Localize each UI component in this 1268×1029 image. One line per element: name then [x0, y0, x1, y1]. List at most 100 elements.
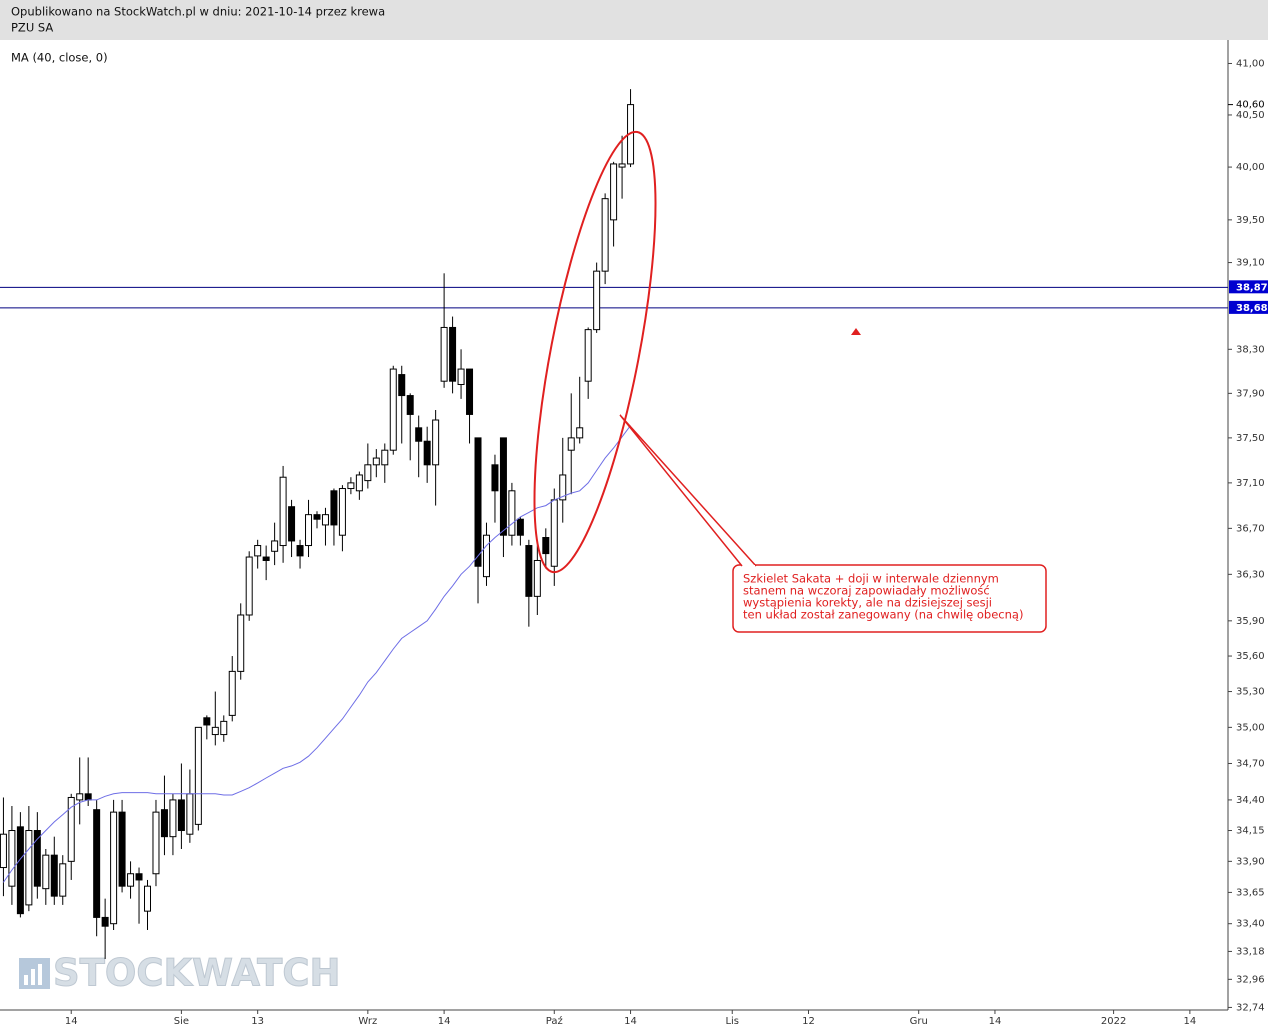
y-tick-label: 39,10	[1236, 258, 1265, 269]
candle-body	[8, 830, 16, 887]
candle-body	[33, 830, 41, 887]
annotation-line: wystąpienia korekty, ale na dzisiejszej …	[743, 596, 992, 610]
watermark-icon-bar	[24, 975, 28, 985]
y-tick-label: 36,70	[1236, 523, 1265, 534]
y-tick-label: 34,40	[1236, 795, 1265, 806]
y-tick-label: 37,10	[1236, 478, 1265, 489]
candle-body	[305, 514, 313, 547]
candle-body	[338, 488, 346, 536]
annotation-line: Szkielet Sakata + doji w interwale dzien…	[743, 572, 999, 586]
candle-body	[160, 809, 168, 838]
candle-body	[288, 506, 296, 542]
level-label: 38,68	[1236, 303, 1268, 314]
candle-body	[355, 474, 363, 492]
candle-body	[482, 534, 490, 578]
y-tick-label: 34,15	[1236, 826, 1265, 837]
candle-body	[347, 482, 355, 490]
watermark-text: STOCKWATCH	[53, 952, 340, 995]
candle-body	[93, 809, 101, 918]
x-tick-label: Paź	[546, 1015, 563, 1027]
candle-body	[67, 796, 75, 862]
candle-body	[415, 427, 423, 442]
candle-body	[466, 368, 474, 415]
annotation-line: ten układ został zanegowany (na chwilę o…	[743, 608, 1023, 622]
candle-body	[584, 329, 592, 382]
candle-body	[313, 514, 321, 520]
y-tick-label: 41,00	[1236, 58, 1265, 69]
candle-body	[59, 863, 67, 897]
candle-body	[550, 499, 558, 567]
marker-triangle	[851, 328, 861, 335]
level-label: 38,87	[1236, 282, 1268, 293]
candle-body	[457, 368, 465, 386]
header-bar	[0, 0, 1268, 40]
annotation-text: Szkielet Sakata + doji w interwale dzien…	[743, 572, 1023, 622]
candle-body	[262, 556, 270, 561]
y-tick-label: 37,90	[1236, 388, 1265, 399]
y-tick-label: 40,50	[1236, 110, 1265, 121]
candle-body	[491, 464, 499, 492]
candle-body	[50, 854, 58, 897]
candle-body	[525, 545, 533, 597]
instrument: PZU SA	[11, 21, 53, 35]
candle-body	[177, 799, 185, 832]
y-tick-label: 35,00	[1236, 722, 1265, 733]
x-tick-label: 14	[1183, 1016, 1196, 1027]
level-label-box	[1229, 280, 1268, 294]
candle-body	[76, 793, 84, 801]
level-label-box	[1229, 300, 1268, 314]
candle-body	[610, 163, 618, 221]
x-tick-label: Gru	[910, 1016, 928, 1027]
candle-body	[254, 545, 262, 557]
candle-body	[330, 490, 338, 526]
candle-body	[186, 793, 194, 835]
candle-body	[533, 559, 541, 597]
candle-body	[101, 916, 109, 927]
candle-body	[432, 419, 440, 466]
ma-line	[2, 425, 631, 883]
candle-body	[110, 811, 118, 925]
candle-body	[364, 464, 372, 482]
y-tick-label: 34,70	[1236, 758, 1265, 769]
candle-body	[398, 374, 406, 397]
candle-body	[559, 474, 567, 501]
y-tick-label: 33,65	[1236, 887, 1265, 898]
y-tick-label: 33,18	[1236, 946, 1265, 957]
annotation-pointer	[619, 414, 757, 567]
candle-body	[542, 537, 550, 555]
candle-body	[237, 614, 245, 672]
candle-body	[567, 437, 575, 451]
y-tick-label: 40,00	[1236, 162, 1265, 173]
x-tick-label: 2022	[1101, 1016, 1126, 1027]
candle-body	[245, 556, 253, 616]
candle-body	[144, 885, 152, 912]
candle-body	[499, 437, 507, 536]
candle-body	[228, 670, 236, 716]
candle-body	[16, 826, 24, 915]
watermark-icon-bar	[31, 969, 35, 985]
candle-body	[423, 440, 431, 466]
y-tick-label: 33,90	[1236, 856, 1265, 867]
y-tick-label: 39,50	[1236, 215, 1265, 226]
plot-area: 41,00 40,50 40,00 39,50 39,10 38,30 37,90 37,50…	[0, 40, 1268, 1027]
x-tick-label: 14	[989, 1016, 1002, 1027]
y-tick-label: 35,30	[1236, 687, 1265, 698]
y-tick-label: 38,30	[1236, 344, 1265, 355]
candle-body	[25, 830, 33, 906]
candle-body	[508, 490, 516, 536]
y-tick-label: 35,60	[1236, 651, 1265, 662]
candle-body	[211, 726, 219, 736]
x-tick-label: Lis	[725, 1016, 739, 1027]
candle-body	[449, 326, 457, 382]
y-tick-label: 32,96	[1236, 974, 1265, 985]
candle-body	[220, 720, 228, 736]
candle-body	[42, 854, 50, 890]
candle-body	[0, 833, 7, 869]
candle-body	[474, 437, 482, 567]
published-note: Opublikowano na StockWatch.pl w dniu: 20…	[11, 5, 385, 19]
candle-body	[389, 368, 397, 451]
candle-body	[127, 873, 135, 887]
x-tick-label: 14	[624, 1016, 637, 1027]
annotation-line: stanem na wczoraj zapowiadały możliwość	[743, 584, 990, 598]
